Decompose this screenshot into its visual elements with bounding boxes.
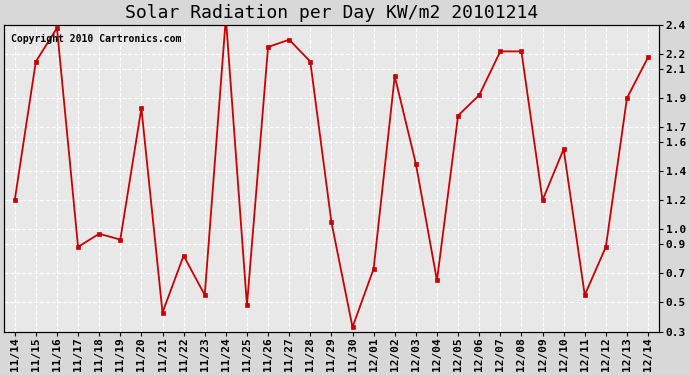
Text: Copyright 2010 Cartronics.com: Copyright 2010 Cartronics.com	[11, 34, 181, 44]
Title: Solar Radiation per Day KW/m2 20101214: Solar Radiation per Day KW/m2 20101214	[125, 4, 538, 22]
